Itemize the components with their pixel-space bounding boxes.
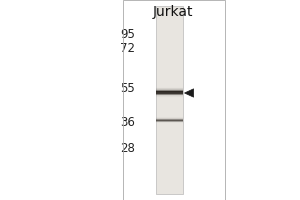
Bar: [156, 117, 183, 118]
Bar: [156, 93, 183, 94]
Bar: [156, 121, 183, 122]
Bar: [156, 117, 183, 118]
Text: 36: 36: [120, 116, 135, 130]
Bar: [156, 118, 183, 119]
Bar: [156, 6, 183, 194]
Text: 55: 55: [120, 82, 135, 95]
Bar: [156, 88, 183, 89]
Bar: [156, 95, 183, 96]
Bar: [156, 94, 183, 95]
Bar: [156, 94, 183, 95]
Bar: [156, 97, 183, 98]
Text: 28: 28: [120, 142, 135, 156]
Text: 95: 95: [120, 28, 135, 42]
Bar: [156, 119, 183, 120]
Bar: [123, 0, 225, 200]
Polygon shape: [184, 89, 194, 97]
Bar: [156, 121, 183, 122]
Bar: [156, 96, 183, 97]
Bar: [156, 87, 183, 88]
Bar: [156, 93, 183, 94]
Bar: [156, 89, 183, 90]
Bar: [156, 92, 183, 93]
Bar: [156, 120, 183, 121]
Bar: [156, 90, 183, 91]
Bar: [156, 91, 183, 92]
Bar: [156, 91, 183, 92]
Bar: [156, 120, 183, 121]
Bar: [156, 88, 183, 89]
Bar: [156, 86, 183, 87]
Text: Jurkat: Jurkat: [152, 5, 193, 19]
Bar: [156, 96, 183, 97]
Bar: [156, 122, 183, 123]
Text: 72: 72: [120, 43, 135, 55]
